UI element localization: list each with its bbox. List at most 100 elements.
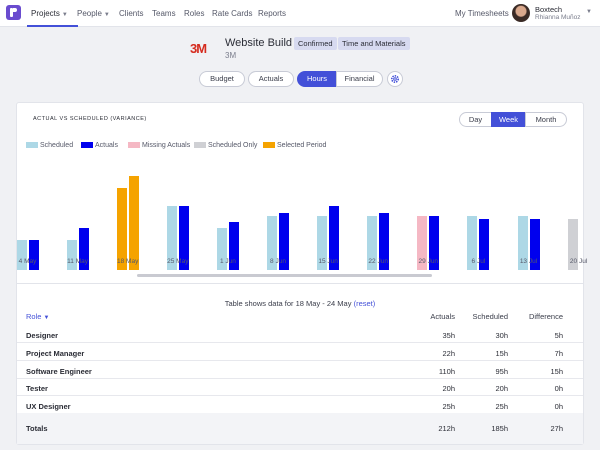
table-row: Software Engineer 110h 95h 15h	[17, 362, 583, 379]
period-day[interactable]: Day	[459, 112, 492, 127]
totals-difference: 27h	[550, 424, 563, 433]
period-month[interactable]: Month	[525, 112, 567, 127]
scheduled-cell: 25h	[495, 402, 508, 412]
scheduled-bar[interactable]	[267, 215, 277, 270]
difference-cell: 0h	[554, 402, 563, 412]
scheduled-cell: 20h	[495, 384, 508, 394]
avatar[interactable]	[512, 4, 530, 22]
project-title: Website Build	[225, 37, 293, 49]
x-tick-label: 29 Jun	[418, 258, 439, 265]
chart-heading: ACTUAL VS SCHEDULED (VARIANCE)	[33, 116, 147, 122]
actuals-bar[interactable]	[128, 176, 139, 270]
status-badge: Confirmed	[294, 37, 337, 50]
nav-rate-cards[interactable]: Rate Cards	[212, 9, 253, 18]
legend-item-scheduled[interactable]: Scheduled	[26, 142, 73, 149]
scheduled-bar[interactable]	[216, 227, 227, 270]
actuals-cell: 20h	[442, 384, 455, 394]
scheduled-cell: 95h	[495, 366, 508, 376]
actuals-bar[interactable]	[429, 215, 440, 270]
legend-item-missing-actuals[interactable]: Missing Actuals	[128, 142, 190, 149]
actuals-bar[interactable]	[329, 206, 340, 270]
actuals-column-header: Actuals	[430, 312, 455, 321]
actuals-bar[interactable]	[28, 239, 39, 270]
tab-budget[interactable]: Budget	[199, 71, 245, 87]
legend-item-selected-period[interactable]: Selected Period	[263, 142, 326, 149]
scheduled-bar[interactable]	[116, 188, 127, 270]
x-tick-label: 18 May	[117, 258, 139, 265]
my-timesheets-link[interactable]: My Timesheets	[455, 9, 509, 18]
table-period-note: Table shows data for 18 May - 24 May (re…	[224, 299, 376, 308]
actuals-bar[interactable]	[78, 227, 89, 270]
role-column-header[interactable]: Role ▼	[26, 312, 50, 321]
chevron-down-icon: ▼	[103, 12, 110, 18]
totals-row: Totals 212h 185h 27h	[17, 413, 583, 444]
scheduled-bar[interactable]	[317, 215, 328, 270]
tab-financial[interactable]: Financial	[336, 71, 383, 87]
actuals-bar[interactable]	[279, 212, 289, 270]
legend-swatch	[26, 142, 38, 149]
actuals-cell: 110h	[438, 366, 455, 376]
role-cell: Project Manager	[26, 348, 85, 358]
nav-projects[interactable]: Projects ▼	[31, 9, 68, 18]
scheduled-bar[interactable]	[467, 215, 478, 270]
scheduled-bar[interactable]	[567, 218, 578, 270]
actuals-bar[interactable]	[178, 206, 189, 270]
nav-active-indicator	[27, 25, 78, 27]
nav-people[interactable]: People ▼	[77, 9, 110, 18]
nav-clients[interactable]: Clients	[119, 9, 144, 18]
legend-swatch	[263, 142, 275, 149]
scheduled-bar[interactable]	[417, 215, 428, 270]
user-menu-chevron-icon[interactable]: ▼	[586, 9, 592, 15]
nav-roles[interactable]: Roles	[184, 9, 205, 18]
scheduled-bar[interactable]	[166, 206, 177, 270]
scheduled-bar[interactable]	[517, 215, 528, 270]
nav-teams[interactable]: Teams	[152, 9, 176, 18]
reset-link[interactable]: (reset)	[353, 299, 376, 308]
totals-actuals: 212h	[438, 424, 455, 433]
role-cell: Software Engineer	[26, 366, 92, 376]
legend-item-actuals[interactable]: Actuals	[81, 142, 118, 149]
x-tick-label: 1 Jun	[219, 258, 236, 265]
project-client: 3M	[225, 51, 237, 60]
scheduled-bar[interactable]	[17, 239, 27, 270]
app-logo[interactable]	[6, 5, 21, 20]
scheduled-bar[interactable]	[367, 215, 378, 270]
actuals-bar[interactable]	[479, 218, 490, 270]
report-card	[16, 102, 584, 445]
legend-swatch	[194, 142, 206, 149]
totals-label: Totals	[26, 424, 48, 433]
actuals-cell: 35h	[442, 331, 455, 340]
section-divider	[17, 283, 583, 284]
legend-swatch	[128, 142, 140, 149]
x-tick-label: 4 May	[18, 258, 37, 265]
period-week[interactable]: Week	[491, 112, 526, 127]
difference-cell: 0h	[554, 384, 563, 394]
x-tick-label: 11 May	[67, 258, 89, 265]
scheduled-column-header: Scheduled	[472, 312, 508, 321]
legend-item-scheduled-only[interactable]: Scheduled Only	[194, 142, 257, 149]
x-tick-label: 6 Jul	[471, 258, 486, 265]
table-row: Designer 35h 30h 5h	[17, 326, 583, 343]
actuals-bar[interactable]	[379, 212, 390, 270]
actuals-bar[interactable]	[529, 218, 540, 270]
role-cell: Designer	[26, 331, 59, 340]
table-row: Project Manager 22h 15h 7h	[17, 344, 583, 361]
table-row: UX Designer 25h 25h 0h	[17, 397, 583, 415]
actuals-bar[interactable]	[228, 221, 239, 270]
actuals-cell: 25h	[442, 402, 455, 412]
x-tick-label: 15 Jun	[318, 258, 338, 265]
x-tick-label: 13 Jul	[519, 258, 538, 265]
chart-scrollbar-thumb[interactable]	[137, 274, 432, 277]
difference-cell: 15h	[550, 366, 563, 376]
nav-reports[interactable]: Reports	[258, 9, 287, 18]
scheduled-bar[interactable]	[66, 239, 77, 270]
gear-icon	[390, 74, 400, 84]
x-tick-label: 25 May	[167, 258, 189, 265]
settings-button[interactable]	[387, 71, 403, 87]
x-tick-label: 20 Jul	[569, 258, 588, 265]
tab-hours[interactable]: Hours	[297, 71, 337, 87]
x-tick-label: 8 Jun	[270, 258, 286, 265]
top-navigation-bar: Projects ▼ People ▼ Clients Teams Roles Ra…	[0, 0, 600, 27]
client-logo: 3M	[190, 41, 207, 56]
tab-actuals[interactable]: Actuals	[248, 71, 294, 87]
